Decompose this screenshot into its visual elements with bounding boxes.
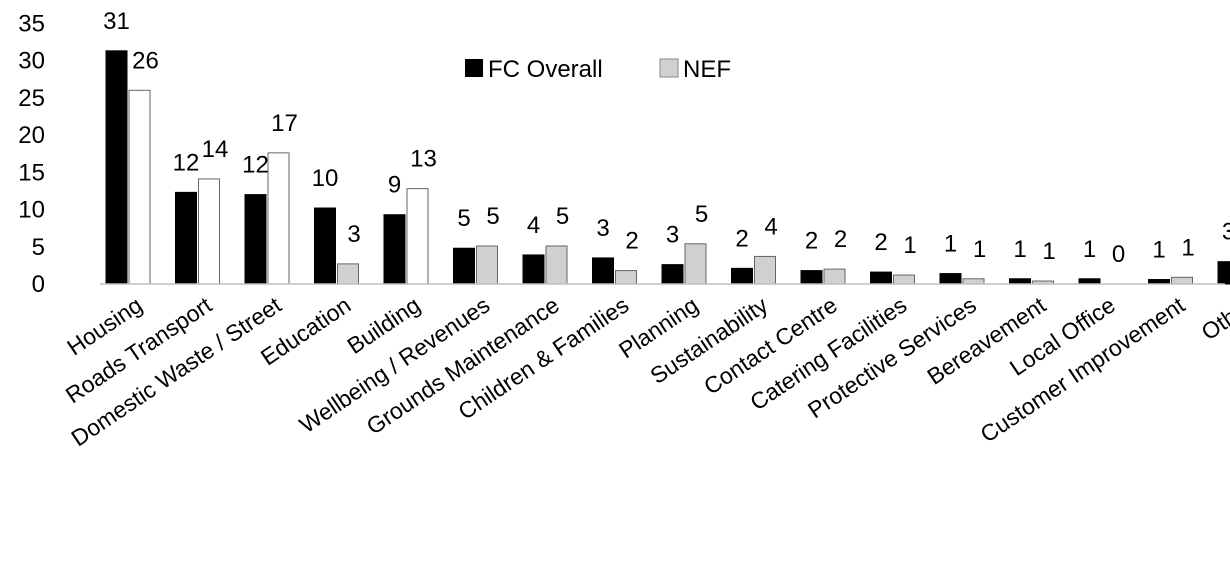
data-label-fc-overall: 3	[596, 215, 609, 242]
data-label-nef: 0	[1112, 241, 1125, 268]
bar-nef-housing	[128, 89, 151, 285]
data-label-nef: 1	[903, 232, 916, 259]
bar-nef-domestic-waste-street	[267, 152, 290, 285]
y-tick-label: 20	[18, 122, 45, 149]
legend-label-nef: NEF	[683, 56, 731, 83]
bar-fc-overall-grounds-maintenance	[522, 254, 545, 285]
bar-fc-overall-children-and-families	[592, 257, 614, 285]
data-label-nef: 13	[410, 146, 437, 173]
data-label-nef: 5	[486, 203, 499, 230]
bar-fc-overall-roads-transport	[175, 191, 197, 285]
data-label-nef: 17	[271, 110, 298, 137]
bar-fc-overall-other	[1217, 261, 1230, 285]
bar-fc-overall-education	[314, 207, 336, 285]
legend-swatch-fc-overall	[465, 59, 483, 77]
data-label-nef: 26	[132, 47, 159, 74]
bar-nef-catering-facilities	[893, 274, 915, 285]
data-label-fc-overall: 2	[874, 229, 887, 256]
data-label-nef: 3	[347, 221, 360, 248]
bars	[105, 50, 1230, 285]
y-axis: 35 30 25 20 15 10 5 0	[18, 10, 45, 298]
data-label-fc-overall: 2	[735, 225, 748, 252]
bar-nef-customer-improvement	[1171, 276, 1193, 285]
bar-nef-education	[337, 263, 359, 285]
legend-label-fc-overall: FC Overall	[488, 56, 603, 83]
bar-fc-overall-protective-services	[939, 273, 962, 285]
data-label-fc-overall: 5	[457, 205, 470, 232]
data-label-nef: 5	[556, 203, 569, 230]
bar-fc-overall-domestic-waste-street	[244, 194, 267, 285]
bar-nef-protective-services	[962, 278, 985, 285]
bar-nef-grounds-maintenance	[545, 245, 568, 285]
y-tick-label: 30	[18, 48, 45, 75]
bar-nef-building	[406, 188, 429, 285]
bar-fc-overall-housing	[105, 50, 128, 285]
bar-fc-overall-catering-facilities	[870, 271, 892, 285]
data-label-fc-overall: 2	[805, 228, 818, 255]
bar-nef-contact-centre	[823, 268, 846, 285]
bar-nef-roads-transport	[198, 178, 220, 285]
data-label-fc-overall: 12	[242, 152, 269, 179]
x-tick-label-other: Other	[1197, 291, 1230, 345]
legend: FC Overall NEF	[465, 56, 731, 83]
y-tick-label: 5	[32, 234, 45, 261]
bar-fc-overall-planning	[661, 264, 684, 285]
data-label-nef: 14	[202, 136, 229, 163]
legend-swatch-nef	[659, 58, 679, 78]
data-label-nef: 2	[625, 228, 638, 255]
data-label-fc-overall: 3	[1222, 219, 1230, 246]
data-label-fc-overall: 1	[1013, 236, 1026, 263]
bar-fc-overall-wellbeing-revenues	[453, 247, 475, 285]
y-tick-label: 15	[18, 159, 45, 186]
data-label-nef: 2	[834, 226, 847, 253]
data-label-nef: 4	[764, 213, 777, 240]
y-tick-label: 35	[18, 10, 45, 37]
bar-fc-overall-local-office	[1078, 278, 1101, 285]
y-tick-label: 25	[18, 85, 45, 112]
bar-fc-overall-contact-centre	[800, 270, 823, 285]
bar-nef-wellbeing-revenues	[476, 245, 498, 285]
data-label-fc-overall: 1	[944, 231, 957, 258]
bar-nef-sustainability	[754, 255, 776, 285]
data-label-nef: 1	[973, 236, 986, 263]
bar-fc-overall-sustainability	[731, 267, 753, 285]
data-label-nef: 1	[1181, 234, 1194, 261]
data-label-fc-overall: 10	[312, 165, 339, 192]
data-label-fc-overall: 1	[1083, 236, 1096, 263]
y-tick-label: 0	[32, 271, 45, 298]
bar-nef-children-and-families	[615, 270, 637, 285]
data-label-fc-overall: 9	[388, 172, 401, 199]
y-tick-label: 10	[18, 197, 45, 224]
bar-fc-overall-building	[383, 214, 406, 285]
data-label-nef: 1	[1042, 238, 1055, 265]
data-label-fc-overall: 31	[103, 8, 130, 35]
data-label-fc-overall: 12	[173, 149, 200, 176]
data-label-nef: 5	[695, 201, 708, 228]
bar-fc-overall-bereavement	[1009, 278, 1031, 285]
data-label-fc-overall: 4	[527, 212, 540, 239]
data-label-fc-overall: 1	[1152, 237, 1165, 264]
bar-nef-planning	[684, 243, 707, 285]
data-label-fc-overall: 3	[666, 222, 679, 249]
